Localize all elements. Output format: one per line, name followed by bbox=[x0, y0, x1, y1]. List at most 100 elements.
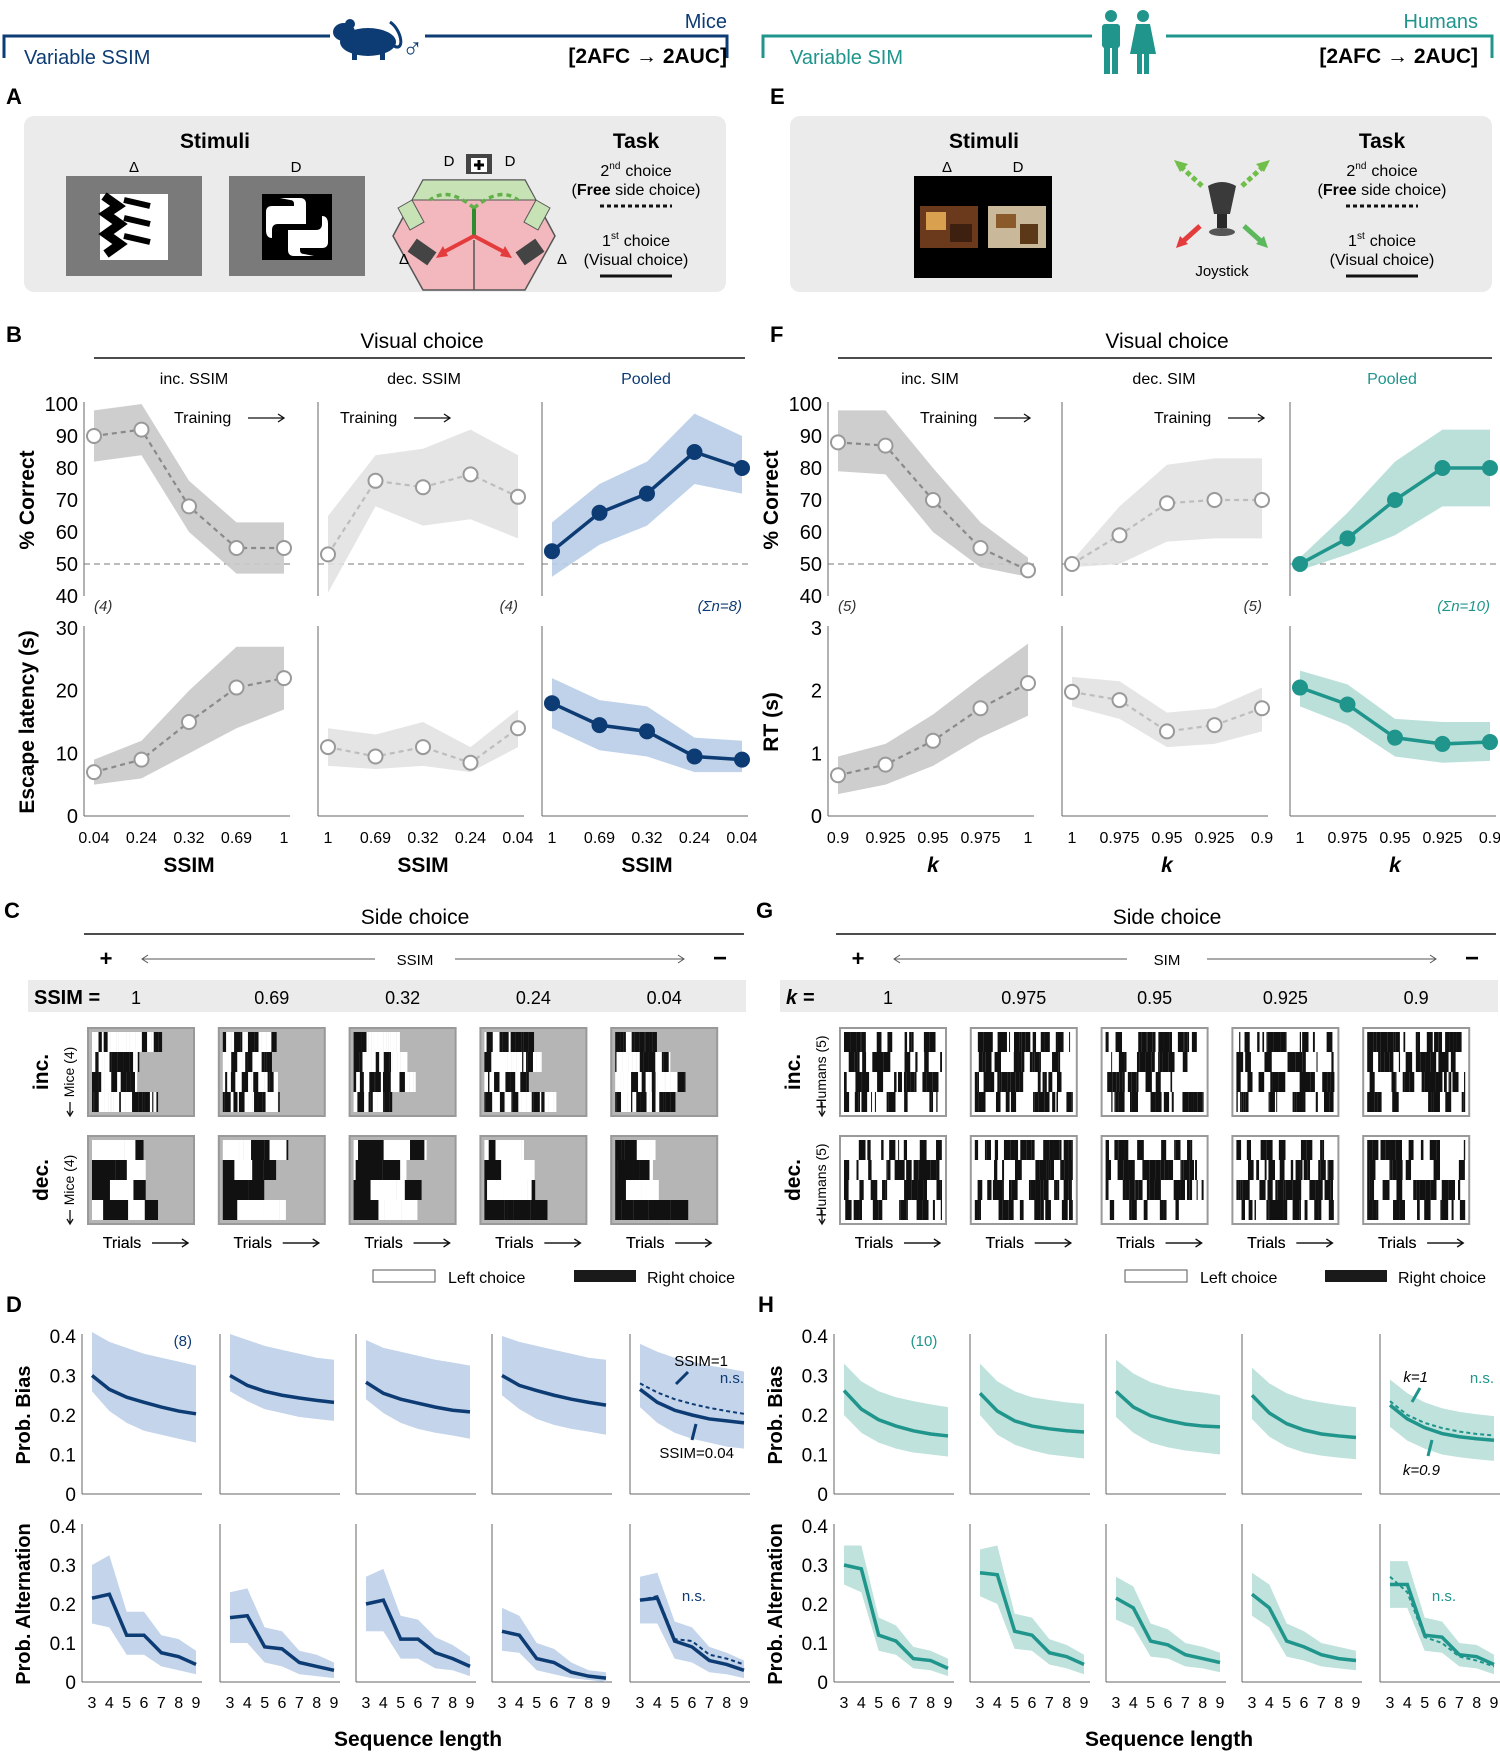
choice-trial-mark bbox=[242, 1052, 246, 1072]
choice-trial-mark bbox=[1061, 1200, 1068, 1220]
choice-trial-mark bbox=[359, 1032, 362, 1052]
choice-trial-mark bbox=[1455, 1092, 1462, 1112]
correct-data-point bbox=[1482, 460, 1498, 476]
choice-trial-mark bbox=[1024, 1052, 1030, 1072]
choice-trial-mark bbox=[1011, 1180, 1018, 1200]
choice-trial-mark bbox=[263, 1160, 277, 1180]
choice-trial-mark bbox=[1440, 1160, 1443, 1180]
choice-trial-mark bbox=[917, 1052, 920, 1072]
choice-trial-mark bbox=[1301, 1032, 1303, 1052]
choice-trial-mark bbox=[1293, 1160, 1296, 1180]
choice-trial-mark bbox=[266, 1032, 272, 1052]
mean-series-line bbox=[501, 1373, 607, 1407]
choice-trial-mark bbox=[1303, 1180, 1310, 1200]
choice-trial-mark bbox=[862, 1072, 870, 1092]
choice-trial-mark bbox=[1130, 1052, 1136, 1072]
choice-trial-mark bbox=[1154, 1180, 1161, 1200]
choice-trial-mark bbox=[1463, 1052, 1466, 1072]
choice-trial-mark bbox=[1264, 1160, 1267, 1180]
choice-trial-mark bbox=[1136, 1052, 1140, 1072]
choice-trial-mark bbox=[1111, 1052, 1113, 1072]
choice-trial-mark bbox=[1123, 1160, 1129, 1180]
choice-trial-mark bbox=[850, 1032, 857, 1052]
choice-trial-mark bbox=[1431, 1160, 1434, 1180]
choice-trial-mark bbox=[1050, 1160, 1055, 1180]
choice-trial-mark bbox=[1014, 1032, 1020, 1052]
choice-trial-mark bbox=[1193, 1092, 1198, 1112]
choice-trial-mark bbox=[540, 1052, 542, 1072]
choice-trial-mark bbox=[510, 1072, 516, 1092]
choice-trial-mark bbox=[989, 1092, 996, 1112]
row-arrow-icon bbox=[66, 1210, 74, 1226]
choice-trial-mark bbox=[222, 1140, 239, 1160]
choice-trial-mark bbox=[92, 1180, 110, 1200]
choice-trial-mark bbox=[1236, 1180, 1239, 1200]
choice-trial-mark bbox=[1033, 1092, 1035, 1112]
x-axis-label: SSIM bbox=[397, 854, 448, 877]
choice-trial-mark bbox=[913, 1032, 919, 1052]
mean-series-line bbox=[501, 1629, 607, 1680]
choice-trial-mark bbox=[1018, 1140, 1021, 1160]
choice-trial-mark bbox=[1192, 1180, 1197, 1200]
choice-trial-mark bbox=[882, 1092, 886, 1112]
choice-trial-mark bbox=[92, 1052, 96, 1072]
x-tick-label: 0.95 bbox=[1379, 830, 1410, 847]
choice-trial-mark bbox=[1279, 1160, 1285, 1180]
trials-label: Trials bbox=[1116, 1235, 1155, 1252]
choice-trial-mark bbox=[1415, 1032, 1418, 1052]
choice-trial-mark bbox=[1145, 1052, 1152, 1072]
choice-trial-mark bbox=[1236, 1200, 1242, 1220]
choice-trial-mark bbox=[1189, 1032, 1192, 1052]
choice-trial-mark bbox=[1438, 1032, 1443, 1052]
choice-trial-mark bbox=[137, 1052, 140, 1072]
choice-trial-mark bbox=[904, 1160, 907, 1180]
choice-trial-mark bbox=[109, 1052, 112, 1072]
choice-trial-mark bbox=[531, 1092, 534, 1112]
legend-left-choice-humans: Left choice bbox=[1200, 1270, 1277, 1287]
choice-trial-mark bbox=[1043, 1140, 1050, 1160]
choice-trial-mark bbox=[1442, 1032, 1446, 1052]
choice-trial-mark bbox=[1197, 1200, 1204, 1220]
choice-trial-mark bbox=[1267, 1180, 1273, 1200]
choice-trial-mark bbox=[548, 1092, 554, 1112]
choice-trial-mark bbox=[1434, 1032, 1439, 1052]
choice-trial-mark bbox=[1310, 1032, 1313, 1052]
choice-trial-mark bbox=[248, 1072, 252, 1092]
choice-trial-mark bbox=[1039, 1052, 1041, 1072]
choice-trial-mark bbox=[269, 1140, 287, 1160]
choice-trial-mark bbox=[1449, 1072, 1452, 1092]
choice-trial-mark bbox=[375, 1052, 380, 1072]
x-tick-label: 0.975 bbox=[1327, 830, 1367, 847]
choice-trial-mark bbox=[248, 1052, 253, 1072]
choice-trial-mark bbox=[1306, 1140, 1313, 1160]
choice-trial-mark bbox=[1196, 1180, 1198, 1200]
choice-trial-mark bbox=[1312, 1032, 1315, 1052]
choice-trial-mark bbox=[1056, 1072, 1062, 1092]
legend-left-choice-mice: Left choice bbox=[448, 1270, 525, 1287]
sample-size-label: (8) bbox=[174, 1333, 192, 1350]
choice-trial-mark bbox=[101, 1072, 105, 1092]
latency-data-point bbox=[86, 764, 102, 781]
correct-data-point bbox=[1159, 495, 1175, 512]
sample-size-label: (4) bbox=[500, 598, 518, 615]
choice-trial-mark bbox=[533, 1092, 538, 1112]
x-tick-label: 9 bbox=[1080, 1695, 1089, 1712]
choice-trial-mark bbox=[1045, 1200, 1051, 1220]
choice-trial-mark bbox=[1044, 1092, 1050, 1112]
choice-trial-mark bbox=[1375, 1160, 1380, 1180]
choice-trial-mark bbox=[1398, 1052, 1401, 1072]
correct-ci-band bbox=[1072, 458, 1262, 568]
choice-trial-mark bbox=[1316, 1052, 1318, 1072]
choice-trial-mark bbox=[1040, 1200, 1044, 1220]
choice-trial-mark bbox=[257, 1092, 263, 1112]
choice-trial-mark bbox=[861, 1032, 866, 1052]
choice-trial-mark bbox=[874, 1140, 882, 1160]
choice-trial-mark bbox=[625, 1180, 642, 1200]
x-tick-label: 4 bbox=[105, 1695, 114, 1712]
annotation-top: SSIM=1 bbox=[674, 1353, 728, 1370]
choice-trial-mark bbox=[515, 1032, 522, 1052]
choice-trial-mark bbox=[644, 1032, 646, 1052]
choice-trial-mark bbox=[878, 1052, 884, 1072]
correct-data-point bbox=[591, 504, 608, 521]
choice-trial-mark bbox=[1060, 1052, 1066, 1072]
